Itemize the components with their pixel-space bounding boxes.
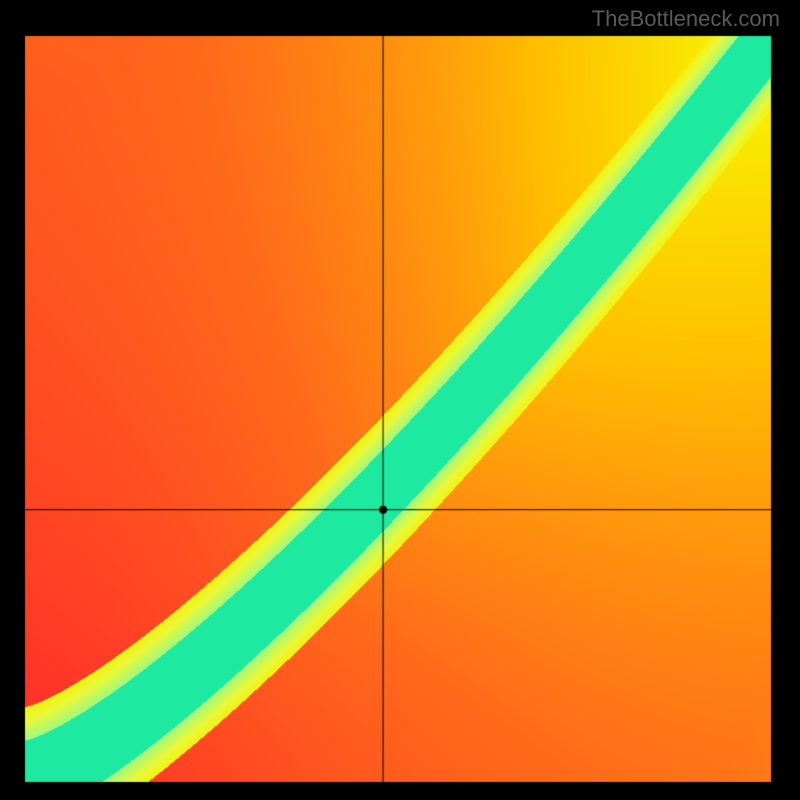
bottleneck-heatmap bbox=[0, 0, 800, 800]
watermark-text: TheBottleneck.com bbox=[592, 6, 780, 32]
